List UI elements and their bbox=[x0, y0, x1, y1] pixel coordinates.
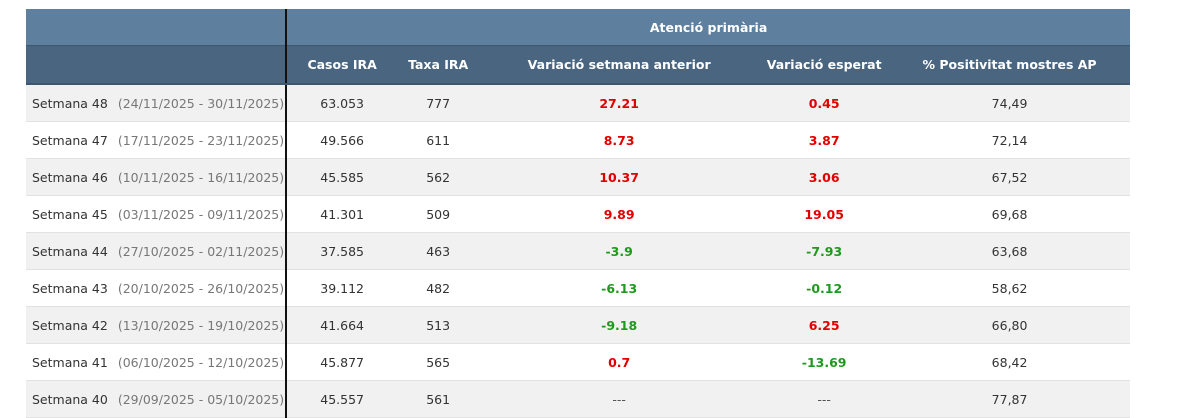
variacio-esperat-cell: -7.93 bbox=[759, 232, 890, 270]
week-cell: Setmana 44 (27/10/2025 - 02/11/2025) bbox=[26, 232, 288, 270]
variacio-esperat-cell: 0.45 bbox=[759, 84, 890, 122]
variacio-esperat-cell: 3.06 bbox=[759, 158, 890, 196]
variacio-esperat-cell: -13.69 bbox=[759, 343, 890, 381]
positivitat-cell: 72,14 bbox=[889, 121, 1130, 159]
week-label: Setmana 42 bbox=[32, 317, 108, 333]
col-taxa-ira: Taxa IRA bbox=[397, 45, 480, 85]
variacio-setmana-cell: -9.18 bbox=[479, 306, 760, 344]
taxa-ira-cell: 611 bbox=[397, 121, 480, 159]
variacio-setmana-cell: 27.21 bbox=[479, 84, 760, 122]
positivitat-cell: 74,49 bbox=[889, 84, 1130, 122]
week-label: Setmana 48 bbox=[32, 95, 108, 111]
week-label: Setmana 41 bbox=[32, 354, 108, 370]
table-row: Setmana 44 (27/10/2025 - 02/11/2025) 37.5… bbox=[26, 232, 1130, 270]
positivitat-cell: 63,68 bbox=[889, 232, 1130, 270]
col-positivitat: % Positivitat mostres AP bbox=[889, 45, 1130, 85]
taxa-ira-cell: 513 bbox=[397, 306, 480, 344]
week-cell: Setmana 43 (20/10/2025 - 26/10/2025) bbox=[26, 269, 288, 307]
week-cell: Setmana 45 (03/11/2025 - 09/11/2025) bbox=[26, 195, 288, 233]
positivitat-cell: 58,62 bbox=[889, 269, 1130, 307]
ira-table: Atenció primària Casos IRA Taxa IRA Vari… bbox=[26, 9, 1130, 418]
table-row: Setmana 45 (03/11/2025 - 09/11/2025) 41.3… bbox=[26, 195, 1130, 233]
table-row: Setmana 47 (17/11/2025 - 23/11/2025) 49.5… bbox=[26, 121, 1130, 159]
week-cell: Setmana 47 (17/11/2025 - 23/11/2025) bbox=[26, 121, 288, 159]
casos-ira-cell: 45.877 bbox=[286, 343, 398, 381]
casos-ira-cell: 37.585 bbox=[286, 232, 398, 270]
variacio-setmana-cell: -6.13 bbox=[479, 269, 760, 307]
variacio-esperat-cell: -0.12 bbox=[759, 269, 890, 307]
taxa-ira-cell: 777 bbox=[397, 84, 480, 122]
table-row: Setmana 43 (20/10/2025 - 26/10/2025) 39.1… bbox=[26, 269, 1130, 307]
taxa-ira-cell: 565 bbox=[397, 343, 480, 381]
col-variacio-setmana: Variació setmana anterior bbox=[479, 45, 760, 85]
casos-ira-cell: 63.053 bbox=[286, 84, 398, 122]
table-row: Setmana 46 (10/11/2025 - 16/11/2025) 45.5… bbox=[26, 158, 1130, 196]
header-group-atencio-primaria: Atenció primària bbox=[286, 9, 1130, 46]
week-label: Setmana 47 bbox=[32, 132, 108, 148]
taxa-ira-cell: 561 bbox=[397, 380, 480, 418]
positivitat-cell: 68,42 bbox=[889, 343, 1130, 381]
casos-ira-cell: 45.557 bbox=[286, 380, 398, 418]
week-label: Setmana 46 bbox=[32, 169, 108, 185]
casos-ira-cell: 39.112 bbox=[286, 269, 398, 307]
positivitat-cell: 77,87 bbox=[889, 380, 1130, 418]
casos-ira-cell: 41.301 bbox=[286, 195, 398, 233]
week-cell: Setmana 48 (24/11/2025 - 30/11/2025) bbox=[26, 84, 288, 122]
casos-ira-cell: 49.566 bbox=[286, 121, 398, 159]
taxa-ira-cell: 509 bbox=[397, 195, 480, 233]
variacio-setmana-cell: 9.89 bbox=[479, 195, 760, 233]
week-cell: Setmana 40 (29/09/2025 - 05/10/2025) bbox=[26, 380, 288, 418]
positivitat-cell: 69,68 bbox=[889, 195, 1130, 233]
col-variacio-esperat: Variació esperat bbox=[759, 45, 890, 85]
table-row: Setmana 41 (06/10/2025 - 12/10/2025) 45.8… bbox=[26, 343, 1130, 381]
taxa-ira-cell: 482 bbox=[397, 269, 480, 307]
positivitat-cell: 67,52 bbox=[889, 158, 1130, 196]
taxa-ira-cell: 463 bbox=[397, 232, 480, 270]
week-dates: (27/10/2025 - 02/11/2025) bbox=[117, 243, 285, 259]
week-dates: (24/11/2025 - 30/11/2025) bbox=[117, 95, 285, 111]
header-blank bbox=[26, 9, 288, 46]
table-row: Setmana 42 (13/10/2025 - 19/10/2025) 41.6… bbox=[26, 306, 1130, 344]
week-dates: (06/10/2025 - 12/10/2025) bbox=[117, 354, 285, 370]
week-label: Setmana 40 bbox=[32, 391, 108, 407]
week-dates: (20/10/2025 - 26/10/2025) bbox=[117, 280, 285, 296]
variacio-esperat-cell: 6.25 bbox=[759, 306, 890, 344]
col-casos-ira: Casos IRA bbox=[286, 45, 398, 85]
week-cell: Setmana 46 (10/11/2025 - 16/11/2025) bbox=[26, 158, 288, 196]
header-blank-2 bbox=[26, 45, 288, 85]
week-label: Setmana 43 bbox=[32, 280, 108, 296]
week-dates: (10/11/2025 - 16/11/2025) bbox=[117, 169, 285, 185]
variacio-setmana-cell: 8.73 bbox=[479, 121, 760, 159]
week-dates: (17/11/2025 - 23/11/2025) bbox=[117, 132, 285, 148]
variacio-esperat-cell: 19.05 bbox=[759, 195, 890, 233]
week-label: Setmana 44 bbox=[32, 243, 108, 259]
week-cell: Setmana 41 (06/10/2025 - 12/10/2025) bbox=[26, 343, 288, 381]
week-dates: (13/10/2025 - 19/10/2025) bbox=[117, 317, 285, 333]
variacio-setmana-cell: -3.9 bbox=[479, 232, 760, 270]
casos-ira-cell: 45.585 bbox=[286, 158, 398, 196]
variacio-esperat-cell: 3.87 bbox=[759, 121, 890, 159]
week-cell: Setmana 42 (13/10/2025 - 19/10/2025) bbox=[26, 306, 288, 344]
variacio-setmana-cell: --- bbox=[479, 380, 760, 418]
variacio-setmana-cell: 10.37 bbox=[479, 158, 760, 196]
variacio-setmana-cell: 0.7 bbox=[479, 343, 760, 381]
casos-ira-cell: 41.664 bbox=[286, 306, 398, 344]
week-dates: (03/11/2025 - 09/11/2025) bbox=[117, 206, 285, 222]
week-label: Setmana 45 bbox=[32, 206, 108, 222]
variacio-esperat-cell: --- bbox=[759, 380, 890, 418]
table-row: Setmana 40 (29/09/2025 - 05/10/2025) 45.5… bbox=[26, 380, 1130, 418]
taxa-ira-cell: 562 bbox=[397, 158, 480, 196]
positivitat-cell: 66,80 bbox=[889, 306, 1130, 344]
table-row: Setmana 48 (24/11/2025 - 30/11/2025) 63.0… bbox=[26, 84, 1130, 122]
week-dates: (29/09/2025 - 05/10/2025) bbox=[117, 391, 285, 407]
